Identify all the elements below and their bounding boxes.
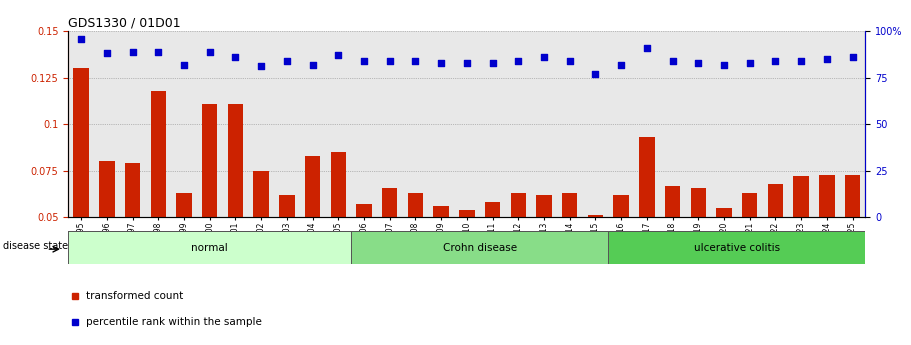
Point — [408, 58, 423, 63]
Bar — [609, 231, 865, 264]
Point — [691, 60, 706, 66]
Bar — [742, 193, 757, 310]
Bar — [510, 193, 526, 310]
Bar — [382, 188, 397, 310]
Point — [589, 71, 603, 77]
Bar — [562, 193, 578, 310]
Bar — [279, 195, 294, 310]
Point — [331, 52, 345, 58]
Text: GDS1330 / 01D01: GDS1330 / 01D01 — [68, 17, 181, 30]
Point — [280, 58, 294, 63]
Bar — [150, 91, 166, 310]
Point — [357, 58, 372, 63]
Point — [254, 64, 269, 69]
Point — [511, 58, 526, 63]
Bar — [253, 171, 269, 310]
Point — [820, 56, 834, 62]
Point — [383, 58, 397, 63]
Point — [793, 58, 808, 63]
Bar — [177, 193, 191, 310]
Bar — [305, 156, 321, 310]
Point — [768, 58, 783, 63]
Bar — [793, 176, 809, 310]
Bar — [228, 104, 243, 310]
Text: normal: normal — [191, 243, 228, 253]
Bar — [485, 203, 500, 310]
Point — [74, 36, 88, 41]
Bar — [351, 231, 609, 264]
Point — [99, 51, 114, 56]
Bar — [434, 206, 449, 310]
Text: Crohn disease: Crohn disease — [443, 243, 517, 253]
Text: ulcerative colitis: ulcerative colitis — [694, 243, 780, 253]
Bar — [68, 231, 351, 264]
Point — [228, 55, 242, 60]
Bar — [459, 210, 475, 310]
Bar — [640, 137, 655, 310]
Point — [459, 60, 474, 66]
Bar — [408, 193, 424, 310]
Bar — [768, 184, 783, 310]
Text: percentile rank within the sample: percentile rank within the sample — [86, 317, 261, 327]
Point — [640, 45, 654, 51]
Point — [177, 62, 191, 67]
Point — [717, 62, 732, 67]
Bar — [537, 195, 552, 310]
Bar — [356, 204, 372, 310]
Bar — [613, 195, 629, 310]
Point — [486, 60, 500, 66]
Bar — [588, 216, 603, 310]
Point — [742, 60, 757, 66]
Point — [305, 62, 320, 67]
Point — [434, 60, 448, 66]
Point — [126, 49, 140, 54]
Bar — [99, 161, 115, 310]
Point — [151, 49, 166, 54]
Bar — [202, 104, 218, 310]
Text: disease state: disease state — [4, 241, 68, 251]
Point — [202, 49, 217, 54]
Bar — [716, 208, 732, 310]
Bar — [331, 152, 346, 310]
Text: transformed count: transformed count — [86, 291, 183, 301]
Bar — [691, 188, 706, 310]
Point — [614, 62, 629, 67]
Point — [562, 58, 577, 63]
Bar — [844, 175, 860, 310]
Bar — [665, 186, 681, 310]
Point — [665, 58, 680, 63]
Point — [537, 55, 551, 60]
Point — [845, 55, 860, 60]
Bar — [819, 175, 834, 310]
Bar — [74, 68, 89, 310]
Bar — [125, 163, 140, 310]
